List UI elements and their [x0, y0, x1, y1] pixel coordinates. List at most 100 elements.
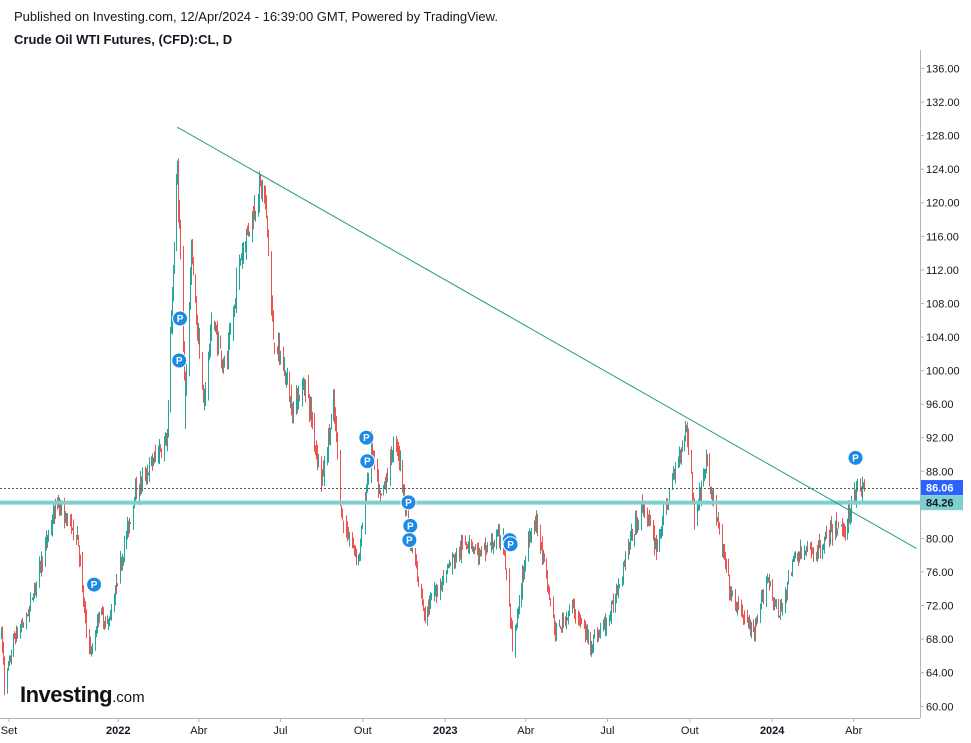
- publication-marker[interactable]: P: [402, 517, 419, 534]
- candle: [386, 473, 387, 494]
- candle: [196, 295, 197, 325]
- candle: [264, 185, 265, 204]
- y-tick-label: 128.00: [926, 131, 960, 143]
- candle: [679, 446, 680, 468]
- candle: [663, 504, 664, 526]
- candle: [129, 517, 130, 534]
- candle: [9, 655, 10, 666]
- publication-marker[interactable]: P: [359, 453, 376, 470]
- publication-marker[interactable]: P: [502, 536, 519, 553]
- candle: [203, 384, 204, 403]
- candle: [126, 530, 127, 550]
- publication-marker[interactable]: P: [401, 532, 418, 549]
- candle: [41, 551, 42, 577]
- candle: [590, 632, 591, 656]
- candle: [531, 528, 532, 544]
- candle: [160, 444, 161, 453]
- candle: [812, 547, 813, 555]
- candle: [115, 585, 116, 606]
- candle: [788, 570, 789, 585]
- candle: [73, 519, 74, 541]
- time-axis[interactable]: Set 2022 Abr Jul Out 2023 Abr Jul Out 2024 Abr: [1, 718, 863, 737]
- candle: [600, 622, 601, 639]
- marker-label: P: [363, 433, 370, 444]
- candle: [742, 604, 743, 618]
- candle: [65, 511, 66, 523]
- candle: [650, 514, 651, 526]
- candle: [107, 615, 108, 625]
- y-tick-label: 104.00: [926, 332, 960, 344]
- candle: [418, 576, 419, 587]
- markers-layer[interactable]: PPPPPPPPPPP: [86, 310, 864, 593]
- candle: [543, 549, 544, 564]
- candle: [611, 601, 612, 625]
- candle: [384, 481, 385, 489]
- candle: [341, 505, 342, 518]
- candle: [429, 595, 430, 615]
- candle: [304, 378, 305, 396]
- candle: [837, 528, 838, 536]
- candle: [347, 521, 348, 542]
- candle: [291, 384, 292, 416]
- candle: [844, 523, 845, 538]
- marker-label: P: [364, 457, 371, 468]
- candle: [566, 611, 567, 630]
- candle: [39, 556, 40, 573]
- candle: [475, 544, 476, 551]
- candle: [349, 532, 350, 547]
- candle: [688, 428, 689, 455]
- candle: [673, 465, 674, 481]
- candle: [240, 258, 241, 266]
- candle: [778, 598, 779, 618]
- candle: [775, 599, 776, 607]
- candle: [441, 581, 442, 591]
- candle: [804, 547, 805, 559]
- price-axis[interactable]: 136.00 132.00 128.00 124.00 120.00 116.00 112.…: [920, 63, 960, 713]
- candle: [79, 545, 80, 568]
- candle: [624, 559, 625, 568]
- candle: [133, 507, 134, 517]
- candle: [519, 594, 520, 615]
- candle: [284, 357, 285, 377]
- candle: [318, 453, 319, 468]
- candle: [52, 514, 53, 537]
- candle: [435, 585, 436, 597]
- candle: [561, 627, 562, 633]
- candle: [385, 476, 386, 491]
- candle: [477, 542, 478, 556]
- candle: [90, 639, 91, 655]
- candle: [204, 388, 205, 411]
- candle: [547, 570, 548, 592]
- candle: [72, 527, 73, 531]
- candle: [498, 523, 499, 537]
- candle: [168, 400, 169, 438]
- candle: [437, 584, 438, 598]
- publication-marker[interactable]: P: [171, 352, 188, 369]
- trendline[interactable]: [177, 126, 917, 549]
- candle: [506, 568, 507, 581]
- candle: [209, 343, 210, 361]
- publication-marker[interactable]: P: [86, 576, 103, 593]
- support-price-tag-text: 84.26: [926, 498, 954, 510]
- candle: [146, 468, 147, 485]
- candle: [795, 551, 796, 559]
- candle: [378, 469, 379, 499]
- candle: [70, 514, 71, 527]
- candle: [525, 555, 526, 572]
- publication-marker[interactable]: P: [172, 310, 189, 327]
- last-price-tag-text: 86.06: [926, 483, 954, 495]
- y-tick-label: 132.00: [926, 97, 960, 109]
- candle: [786, 589, 787, 604]
- candle: [534, 520, 535, 535]
- candle: [578, 610, 579, 626]
- candle: [400, 450, 401, 472]
- publication-marker[interactable]: P: [400, 494, 417, 511]
- candle: [768, 577, 769, 583]
- publication-marker[interactable]: P: [358, 429, 375, 446]
- publication-marker[interactable]: P: [847, 449, 864, 466]
- candle: [687, 422, 688, 448]
- published-caption: Published on Investing.com, 12/Apr/2024 …: [14, 9, 498, 24]
- candle: [471, 539, 472, 550]
- candle: [562, 612, 563, 633]
